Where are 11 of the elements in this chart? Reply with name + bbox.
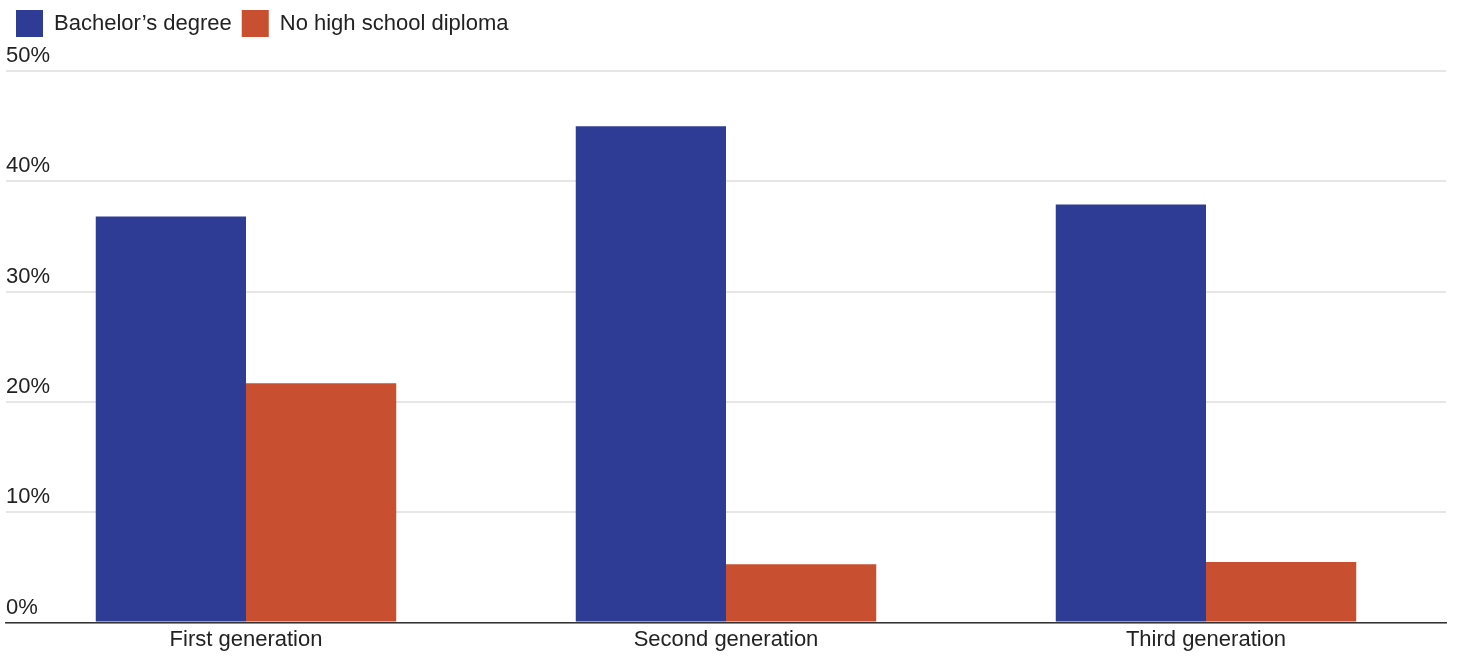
y-tick-label: 0% [6,593,38,619]
x-tick-label: Third generation [1125,625,1287,651]
legend-label: No high school diploma [279,9,510,35]
y-tick-label: 10% [6,483,51,509]
x-tick-label: First generation [169,625,323,651]
y-tick-label: 20% [6,373,51,399]
x-tick-label: Second generation [633,625,819,651]
y-tick-label: 50% [6,42,51,68]
y-tick-label: 30% [6,262,51,288]
y-tick-label: 40% [6,152,51,178]
legend-label: Bachelor’s degree [54,9,232,35]
